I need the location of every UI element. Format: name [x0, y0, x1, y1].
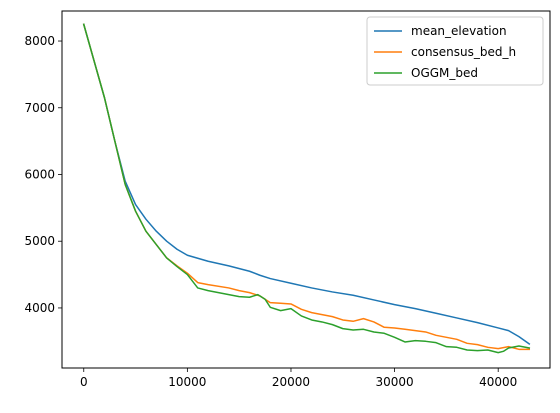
y-tick-label: 5000 [24, 234, 55, 248]
legend-box [366, 16, 544, 86]
legend-label-OGGM_bed: OGGM_bed [411, 66, 478, 80]
series-line-mean_elevation [82, 23, 531, 346]
plot-lines [82, 23, 531, 354]
x-tick-label: 30000 [375, 375, 413, 389]
legend: mean_elevation consensus_bed_h OGGM_bed [366, 16, 544, 86]
y-tick-label: 8000 [24, 34, 55, 48]
plot-frame [61, 10, 551, 369]
y-tick-label: 7000 [24, 101, 55, 115]
x-tick-label: 20000 [272, 375, 310, 389]
legend-label-consensus_bed_h: consensus_bed_h [411, 45, 516, 59]
legend-label-mean_elevation: mean_elevation [411, 24, 507, 38]
x-tick-label: 10000 [168, 375, 206, 389]
x-tick-label: 40000 [479, 375, 517, 389]
series-line-OGGM_bed [82, 23, 531, 354]
y-tick-label: 6000 [24, 167, 55, 181]
y-tick-label: 4000 [24, 301, 55, 315]
x-axis: 0 10000 20000 30000 40000 [80, 368, 517, 389]
x-tick-label: 0 [80, 375, 88, 389]
y-axis: 4000 5000 6000 7000 8000 [24, 34, 62, 315]
